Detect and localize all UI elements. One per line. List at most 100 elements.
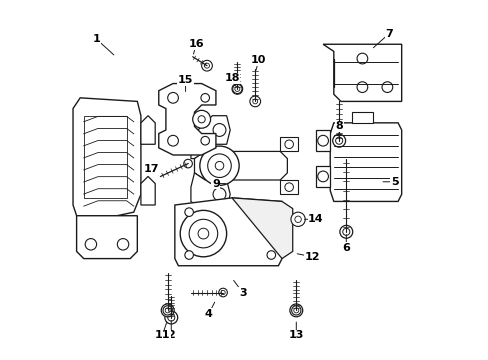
Circle shape <box>192 111 210 128</box>
Circle shape <box>198 116 205 123</box>
Circle shape <box>292 307 299 314</box>
Circle shape <box>183 159 192 168</box>
Text: 8: 8 <box>335 121 343 131</box>
Polygon shape <box>216 152 287 184</box>
Bar <box>280 137 298 152</box>
Circle shape <box>342 228 349 235</box>
Text: 15: 15 <box>178 75 193 85</box>
Circle shape <box>200 146 239 185</box>
Polygon shape <box>194 152 226 180</box>
Circle shape <box>339 225 352 238</box>
Circle shape <box>252 99 257 104</box>
Text: 18: 18 <box>224 73 239 83</box>
Circle shape <box>168 315 173 320</box>
Circle shape <box>336 138 341 143</box>
Polygon shape <box>73 98 141 223</box>
Text: 1: 1 <box>92 34 100 44</box>
Circle shape <box>334 136 343 145</box>
Circle shape <box>184 251 193 259</box>
Polygon shape <box>190 173 230 212</box>
Circle shape <box>218 288 227 297</box>
Circle shape <box>294 216 301 222</box>
Circle shape <box>249 96 260 107</box>
Circle shape <box>166 313 176 322</box>
Polygon shape <box>141 116 155 144</box>
Bar <box>280 180 298 194</box>
Circle shape <box>164 307 171 314</box>
Polygon shape <box>329 123 401 202</box>
Polygon shape <box>159 84 216 155</box>
Circle shape <box>293 308 298 313</box>
Circle shape <box>317 171 328 182</box>
Text: 7: 7 <box>385 28 392 39</box>
Circle shape <box>335 137 342 144</box>
Circle shape <box>161 304 174 317</box>
Circle shape <box>343 229 348 234</box>
Circle shape <box>381 82 392 93</box>
Text: 13: 13 <box>288 330 304 341</box>
Circle shape <box>230 162 237 169</box>
Circle shape <box>221 291 225 295</box>
Polygon shape <box>77 216 137 258</box>
Circle shape <box>198 228 208 239</box>
Circle shape <box>213 188 225 201</box>
Polygon shape <box>315 166 329 187</box>
Circle shape <box>289 304 302 317</box>
Circle shape <box>215 161 224 170</box>
Circle shape <box>164 311 177 324</box>
Polygon shape <box>231 198 292 258</box>
Circle shape <box>250 97 259 106</box>
Circle shape <box>189 219 217 248</box>
Circle shape <box>201 136 209 145</box>
Text: 12: 12 <box>304 252 320 262</box>
Text: 2: 2 <box>167 330 175 341</box>
Text: 9: 9 <box>212 179 220 189</box>
Circle shape <box>163 306 172 315</box>
Text: 6: 6 <box>342 243 349 253</box>
Circle shape <box>85 239 97 250</box>
Polygon shape <box>175 198 282 266</box>
Circle shape <box>266 251 275 259</box>
Circle shape <box>252 99 257 104</box>
Circle shape <box>290 212 305 226</box>
Circle shape <box>167 314 174 321</box>
Circle shape <box>207 154 231 177</box>
Text: 17: 17 <box>143 164 159 174</box>
Circle shape <box>266 208 275 216</box>
Text: 3: 3 <box>239 288 246 297</box>
Text: 4: 4 <box>204 309 212 319</box>
Circle shape <box>291 306 300 315</box>
Circle shape <box>332 134 345 147</box>
Circle shape <box>167 93 178 103</box>
Circle shape <box>341 227 350 237</box>
Circle shape <box>180 210 226 257</box>
Text: 11: 11 <box>154 330 170 341</box>
Bar <box>351 112 372 123</box>
Circle shape <box>234 86 240 91</box>
Circle shape <box>285 140 293 149</box>
Polygon shape <box>315 130 329 152</box>
Circle shape <box>165 308 170 313</box>
Text: 16: 16 <box>188 39 203 49</box>
Circle shape <box>317 135 328 146</box>
Circle shape <box>213 123 225 136</box>
Circle shape <box>204 63 209 68</box>
Circle shape <box>234 86 239 91</box>
Circle shape <box>356 53 367 64</box>
Circle shape <box>231 84 242 94</box>
Text: 14: 14 <box>307 214 323 224</box>
Text: 5: 5 <box>390 177 398 187</box>
Circle shape <box>356 82 367 93</box>
Circle shape <box>285 183 293 192</box>
Circle shape <box>232 84 242 94</box>
Polygon shape <box>190 116 230 158</box>
Circle shape <box>201 60 212 71</box>
Polygon shape <box>323 44 401 102</box>
Circle shape <box>184 208 193 216</box>
Polygon shape <box>141 176 155 205</box>
Bar <box>226 155 239 176</box>
Circle shape <box>167 135 178 146</box>
Circle shape <box>117 239 128 250</box>
Text: 10: 10 <box>250 55 266 65</box>
Circle shape <box>201 94 209 102</box>
